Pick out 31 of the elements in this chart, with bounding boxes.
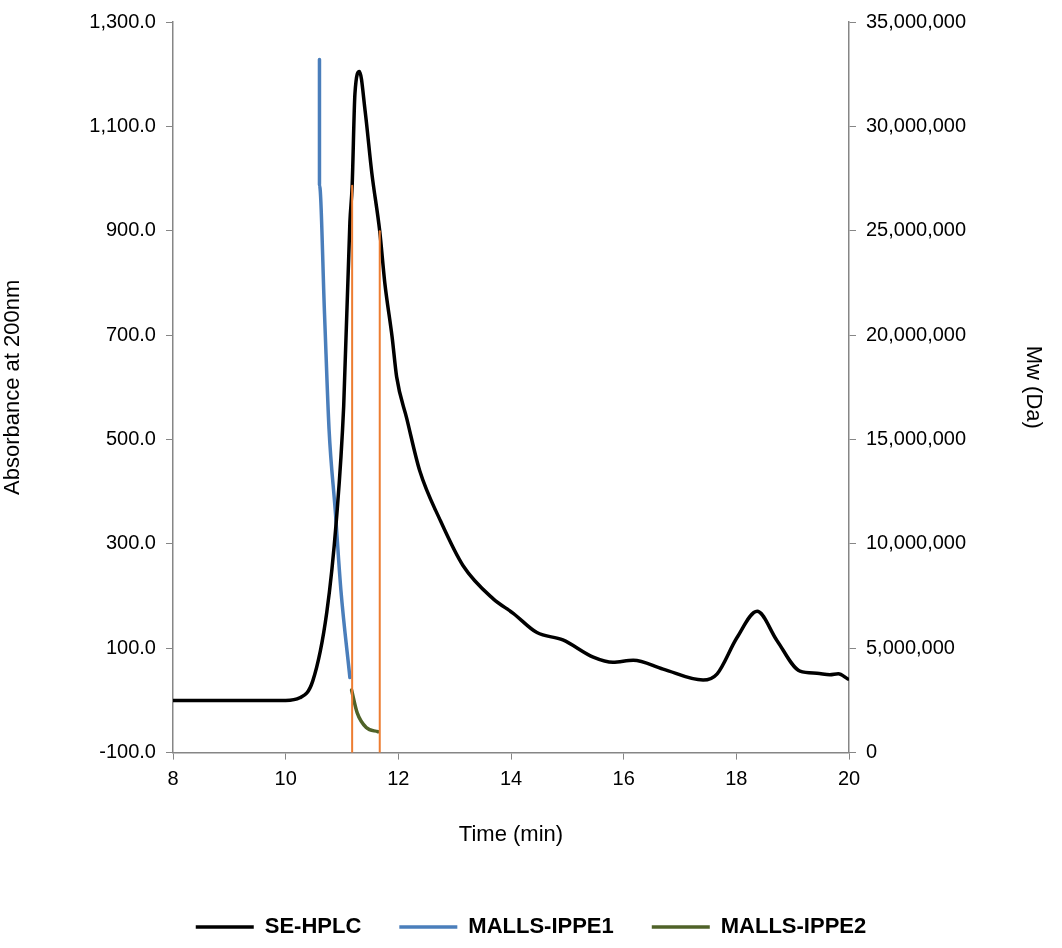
- y2-tick-label: 30,000,000: [866, 113, 967, 136]
- y2-tick-label: 5,000,000: [866, 635, 955, 658]
- x-tick-label: 20: [837, 767, 861, 790]
- y2-axis-title: Mw (Da): [1021, 345, 1047, 429]
- y-tick-label: 900.0: [105, 218, 156, 241]
- y-tick-label: 300.0: [105, 531, 156, 554]
- x-tick-label: 12: [387, 767, 410, 790]
- y2-tick-label: 20,000,000: [866, 322, 967, 345]
- y-tick-label: 700.0: [105, 322, 156, 345]
- y2-tick-label: 25,000,000: [866, 218, 967, 241]
- x-axis-title: Time (min): [458, 820, 564, 846]
- y-tick-label: 500.0: [105, 427, 156, 449]
- y2-tick-label: 15,000,000: [866, 427, 967, 449]
- line-series: [173, 69, 849, 703]
- x-tick-label: 8: [167, 767, 179, 790]
- line-series: [317, 57, 352, 680]
- legend-label: MALLS-IPPE1: [468, 913, 614, 939]
- y2-tick-label: 35,000,000: [866, 9, 967, 32]
- x-tick-label: 18: [725, 767, 748, 790]
- y-tick-label: 1,100.0: [89, 113, 156, 136]
- y2-tick-label: 10,000,000: [866, 531, 967, 554]
- y-axis-title: Absorbance at 200nm: [0, 279, 25, 495]
- y-tick-label: -100.0: [99, 740, 156, 763]
- x-tick-label: 10: [274, 767, 297, 790]
- x-tick-label: 16: [612, 767, 635, 790]
- legend-label: SE-HPLC: [264, 913, 362, 939]
- y2-tick-label: 0: [866, 740, 878, 763]
- y-tick-label: 1,300.0: [89, 9, 156, 32]
- legend-label: MALLS-IPPE2: [720, 913, 867, 939]
- y-tick-label: 100.0: [105, 635, 156, 658]
- x-tick-label: 14: [499, 767, 523, 790]
